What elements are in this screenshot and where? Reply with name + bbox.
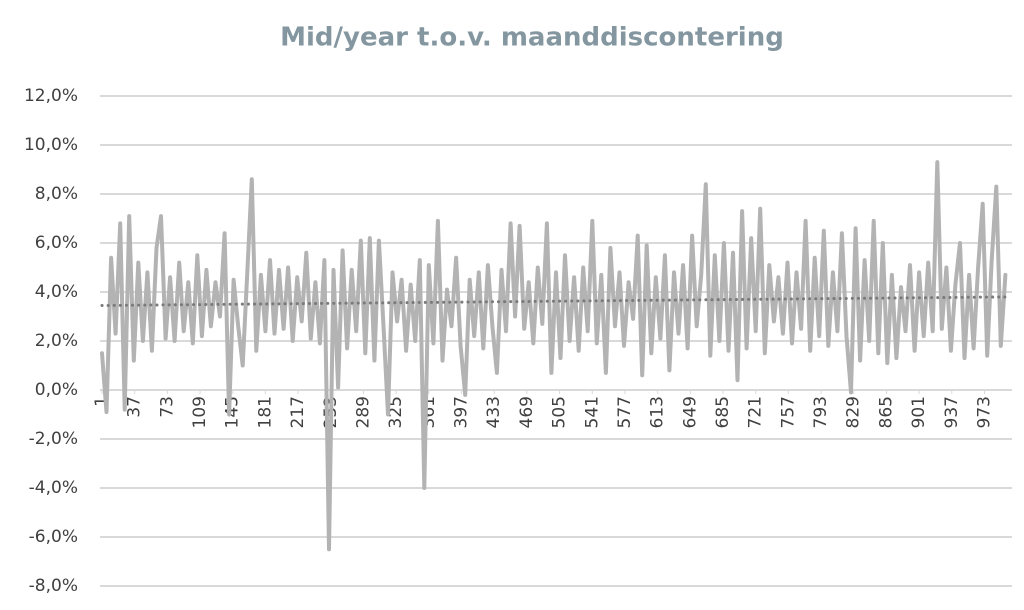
data-line — [100, 160, 1008, 552]
x-tick-label: 865 — [876, 396, 896, 428]
y-tick-label: -4,0% — [29, 478, 78, 498]
x-tick-label: 757 — [778, 396, 798, 428]
y-tick-label: 0,0% — [35, 380, 78, 400]
y-tick-label: 2,0% — [35, 331, 78, 351]
x-tick-label: 649 — [680, 396, 700, 428]
trend-line — [100, 295, 1011, 307]
y-tick-label: 6,0% — [35, 233, 78, 253]
y-tick-label: -6,0% — [29, 527, 78, 547]
x-tick-label: 181 — [255, 396, 275, 428]
x-tick-label: 37 — [125, 396, 145, 418]
x-tick-label: 505 — [550, 396, 570, 428]
y-tick-label: -2,0% — [29, 429, 78, 449]
y-tick-label: 12,0% — [24, 86, 78, 106]
x-tick-label: 289 — [353, 396, 373, 428]
x-tick-label: 217 — [288, 396, 308, 428]
x-tick-label: 721 — [746, 396, 766, 428]
x-tick-label: 469 — [517, 396, 537, 428]
x-tick-label: 109 — [190, 396, 210, 428]
y-tick-label: 10,0% — [24, 135, 78, 155]
chart-title: Mid/year t.o.v. maanddiscontering — [280, 23, 784, 53]
x-tick-label: 577 — [615, 396, 635, 428]
x-tick-label: 325 — [386, 396, 406, 428]
y-tick-label: 8,0% — [35, 184, 78, 204]
y-tick-label: -8,0% — [29, 576, 78, 596]
x-tick-label: 433 — [484, 396, 504, 428]
x-tick-label: 397 — [452, 396, 472, 428]
x-tick-label: 145 — [223, 396, 243, 428]
x-tick-label: 1 — [92, 396, 112, 407]
x-tick-label: 937 — [942, 396, 962, 428]
x-tick-label: 73 — [157, 396, 177, 418]
x-tick-label: 973 — [974, 396, 994, 428]
x-tick-label: 541 — [582, 396, 602, 428]
y-tick-label: 4,0% — [35, 282, 78, 302]
x-tick-label: 685 — [713, 396, 733, 428]
x-tick-label: 793 — [811, 396, 831, 428]
x-tick-label: 829 — [844, 396, 864, 428]
x-tick-label: 613 — [648, 396, 668, 428]
x-tick-label: 901 — [909, 396, 929, 428]
